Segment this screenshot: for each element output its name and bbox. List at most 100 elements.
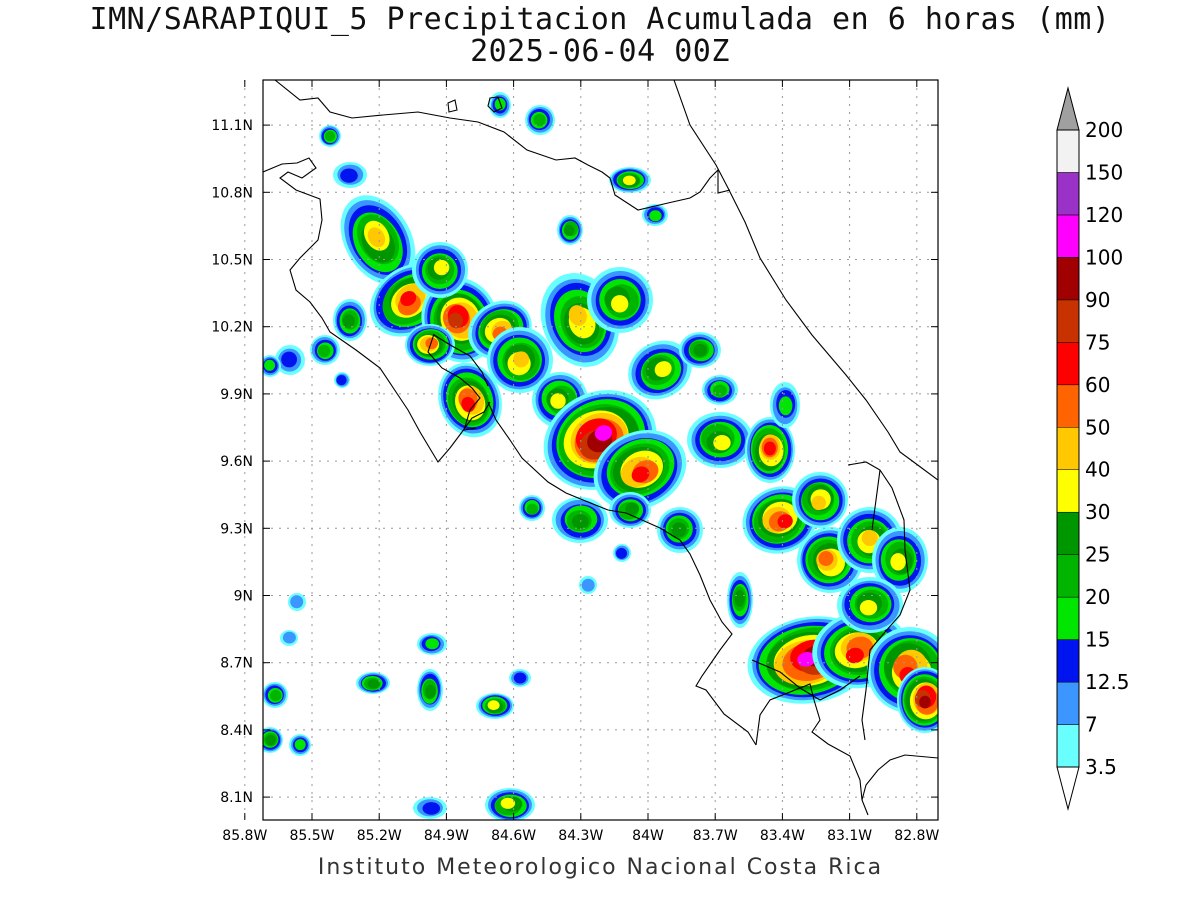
- precip-contour: [649, 210, 662, 222]
- lat-tick-label: 11.1N: [211, 118, 253, 134]
- precip-contour: [336, 375, 347, 386]
- colorbar-label: 3.5: [1085, 755, 1117, 779]
- precip-contour: [281, 351, 297, 368]
- footer-credit: Instituto Meteorologico Nacional Costa R…: [317, 855, 884, 880]
- precip-contour: [581, 578, 595, 592]
- map-datetime: 2025-06-04 00Z: [470, 34, 730, 69]
- lon-tick-label: 84.3W: [558, 828, 603, 844]
- colorbar-swatch: [1056, 681, 1080, 725]
- nicoya-gulf: [427, 333, 481, 431]
- map-frame: [262, 79, 939, 821]
- colorbar-label: 100: [1085, 245, 1123, 269]
- precip-contour: [425, 638, 440, 650]
- precip-contour: [671, 522, 687, 538]
- lon-tick-label: 83.7W: [693, 828, 738, 844]
- precip-contour: [919, 695, 931, 709]
- precip-contour: [265, 734, 276, 746]
- map-title: IMN/SARAPIQUI_5 Precipitacion Acumulada …: [89, 2, 1111, 37]
- precip-contour: [622, 175, 636, 186]
- colorbar-label: 150: [1085, 160, 1123, 184]
- caribbean-coast: [673, 80, 938, 481]
- precip-contour: [778, 396, 793, 416]
- precip-contour: [550, 393, 566, 409]
- precip-contour: [845, 647, 864, 664]
- lat-tick-label: 9.6N: [220, 454, 253, 470]
- precip-contour: [367, 679, 380, 689]
- precip-contour: [625, 502, 640, 515]
- lat-tick-label: 10.5N: [211, 253, 253, 269]
- colorbar-label: 30: [1085, 500, 1110, 524]
- lon-tick-label: 85.8W: [222, 828, 267, 844]
- coastlines-borders: [263, 80, 938, 816]
- precip-contour: [318, 344, 331, 358]
- colorbar-swatch: [1056, 596, 1080, 640]
- colorbar-swatch: [1056, 511, 1080, 555]
- precip-contour: [563, 224, 575, 236]
- colorbar-max-triangle: [1056, 86, 1080, 131]
- lat-lon-grid: [244, 80, 938, 820]
- precip-contour: [631, 466, 650, 483]
- nicaragua-costa-rica-border: [274, 80, 731, 211]
- precip-contour: [422, 802, 441, 815]
- colorbar-swatch: [1056, 639, 1080, 683]
- precip-contour: [763, 441, 776, 456]
- lon-tick-label: 82.8W: [894, 828, 939, 844]
- lon-tick-label: 84.9W: [424, 828, 469, 844]
- colorbar-label: 50: [1085, 415, 1110, 439]
- lon-tick-label: 83.1W: [827, 828, 872, 844]
- pacific-coast-guanacaste: [263, 157, 491, 463]
- colorbar-swatch: [1056, 214, 1080, 258]
- precip-contour: [811, 495, 826, 511]
- colorbar-swatch: [1056, 342, 1080, 386]
- precip-contour: [282, 631, 296, 644]
- precip-contour: [594, 425, 612, 441]
- island-1: [447, 99, 458, 113]
- colorbar-label: 15: [1085, 628, 1110, 652]
- precip-contour: [859, 600, 878, 616]
- colorbar-label: 200: [1085, 118, 1123, 142]
- colorbar-swatch: [1056, 172, 1080, 216]
- precip-contour: [611, 295, 629, 313]
- precip-contour: [448, 312, 463, 329]
- pacific-coast-central: [487, 401, 757, 746]
- precip-contour: [342, 314, 355, 329]
- colorbar-swatch: [1056, 469, 1080, 513]
- colorbar-label: 20: [1085, 585, 1110, 609]
- lat-tick-label: 8.7N: [220, 656, 253, 672]
- colorbar-min-triangle: [1056, 766, 1080, 811]
- precip-contour: [270, 690, 282, 702]
- precip-contour: [654, 361, 672, 378]
- precip-contour: [340, 168, 358, 183]
- colorbar-swatch: [1056, 427, 1080, 470]
- osa-golfo-dulce: [755, 683, 869, 816]
- precip-contour: [797, 652, 816, 667]
- axis-labels: 11.1N 10.8N 10.5N 10.2N 9.9N 9.6N 9.3N 9N 8.7N 8.…: [211, 118, 939, 844]
- precip-contour: [713, 435, 731, 451]
- precip-contour: [693, 344, 708, 357]
- colorbar-swatch: [1056, 257, 1080, 301]
- precip-contour: [713, 384, 727, 397]
- colorbar-swatch: [1056, 129, 1080, 173]
- precip-contour: [294, 739, 306, 751]
- lon-tick-label: 84W: [632, 828, 664, 844]
- precip-contour: [400, 291, 417, 307]
- colorbar-label: 90: [1085, 288, 1110, 312]
- lat-tick-label: 10.8N: [211, 185, 253, 201]
- lon-tick-label: 85.5W: [289, 828, 334, 844]
- precip-contour: [264, 359, 276, 371]
- lat-tick-label: 8.1N: [220, 790, 253, 806]
- precip-contour: [861, 530, 878, 546]
- lon-tick-label: 85.2W: [357, 828, 402, 844]
- precip-contour: [425, 684, 436, 699]
- province-border-2: [751, 659, 861, 701]
- colorbar-swatch: [1056, 554, 1080, 598]
- precip-contour: [890, 553, 906, 571]
- precip-contour: [367, 227, 386, 248]
- colorbar-label: 75: [1085, 330, 1110, 354]
- colorbar-label: 25: [1085, 543, 1110, 567]
- precip-contour: [777, 514, 793, 529]
- precip-contour: [526, 503, 538, 515]
- colorbar-label: 40: [1085, 458, 1110, 482]
- precip-contour: [818, 550, 834, 566]
